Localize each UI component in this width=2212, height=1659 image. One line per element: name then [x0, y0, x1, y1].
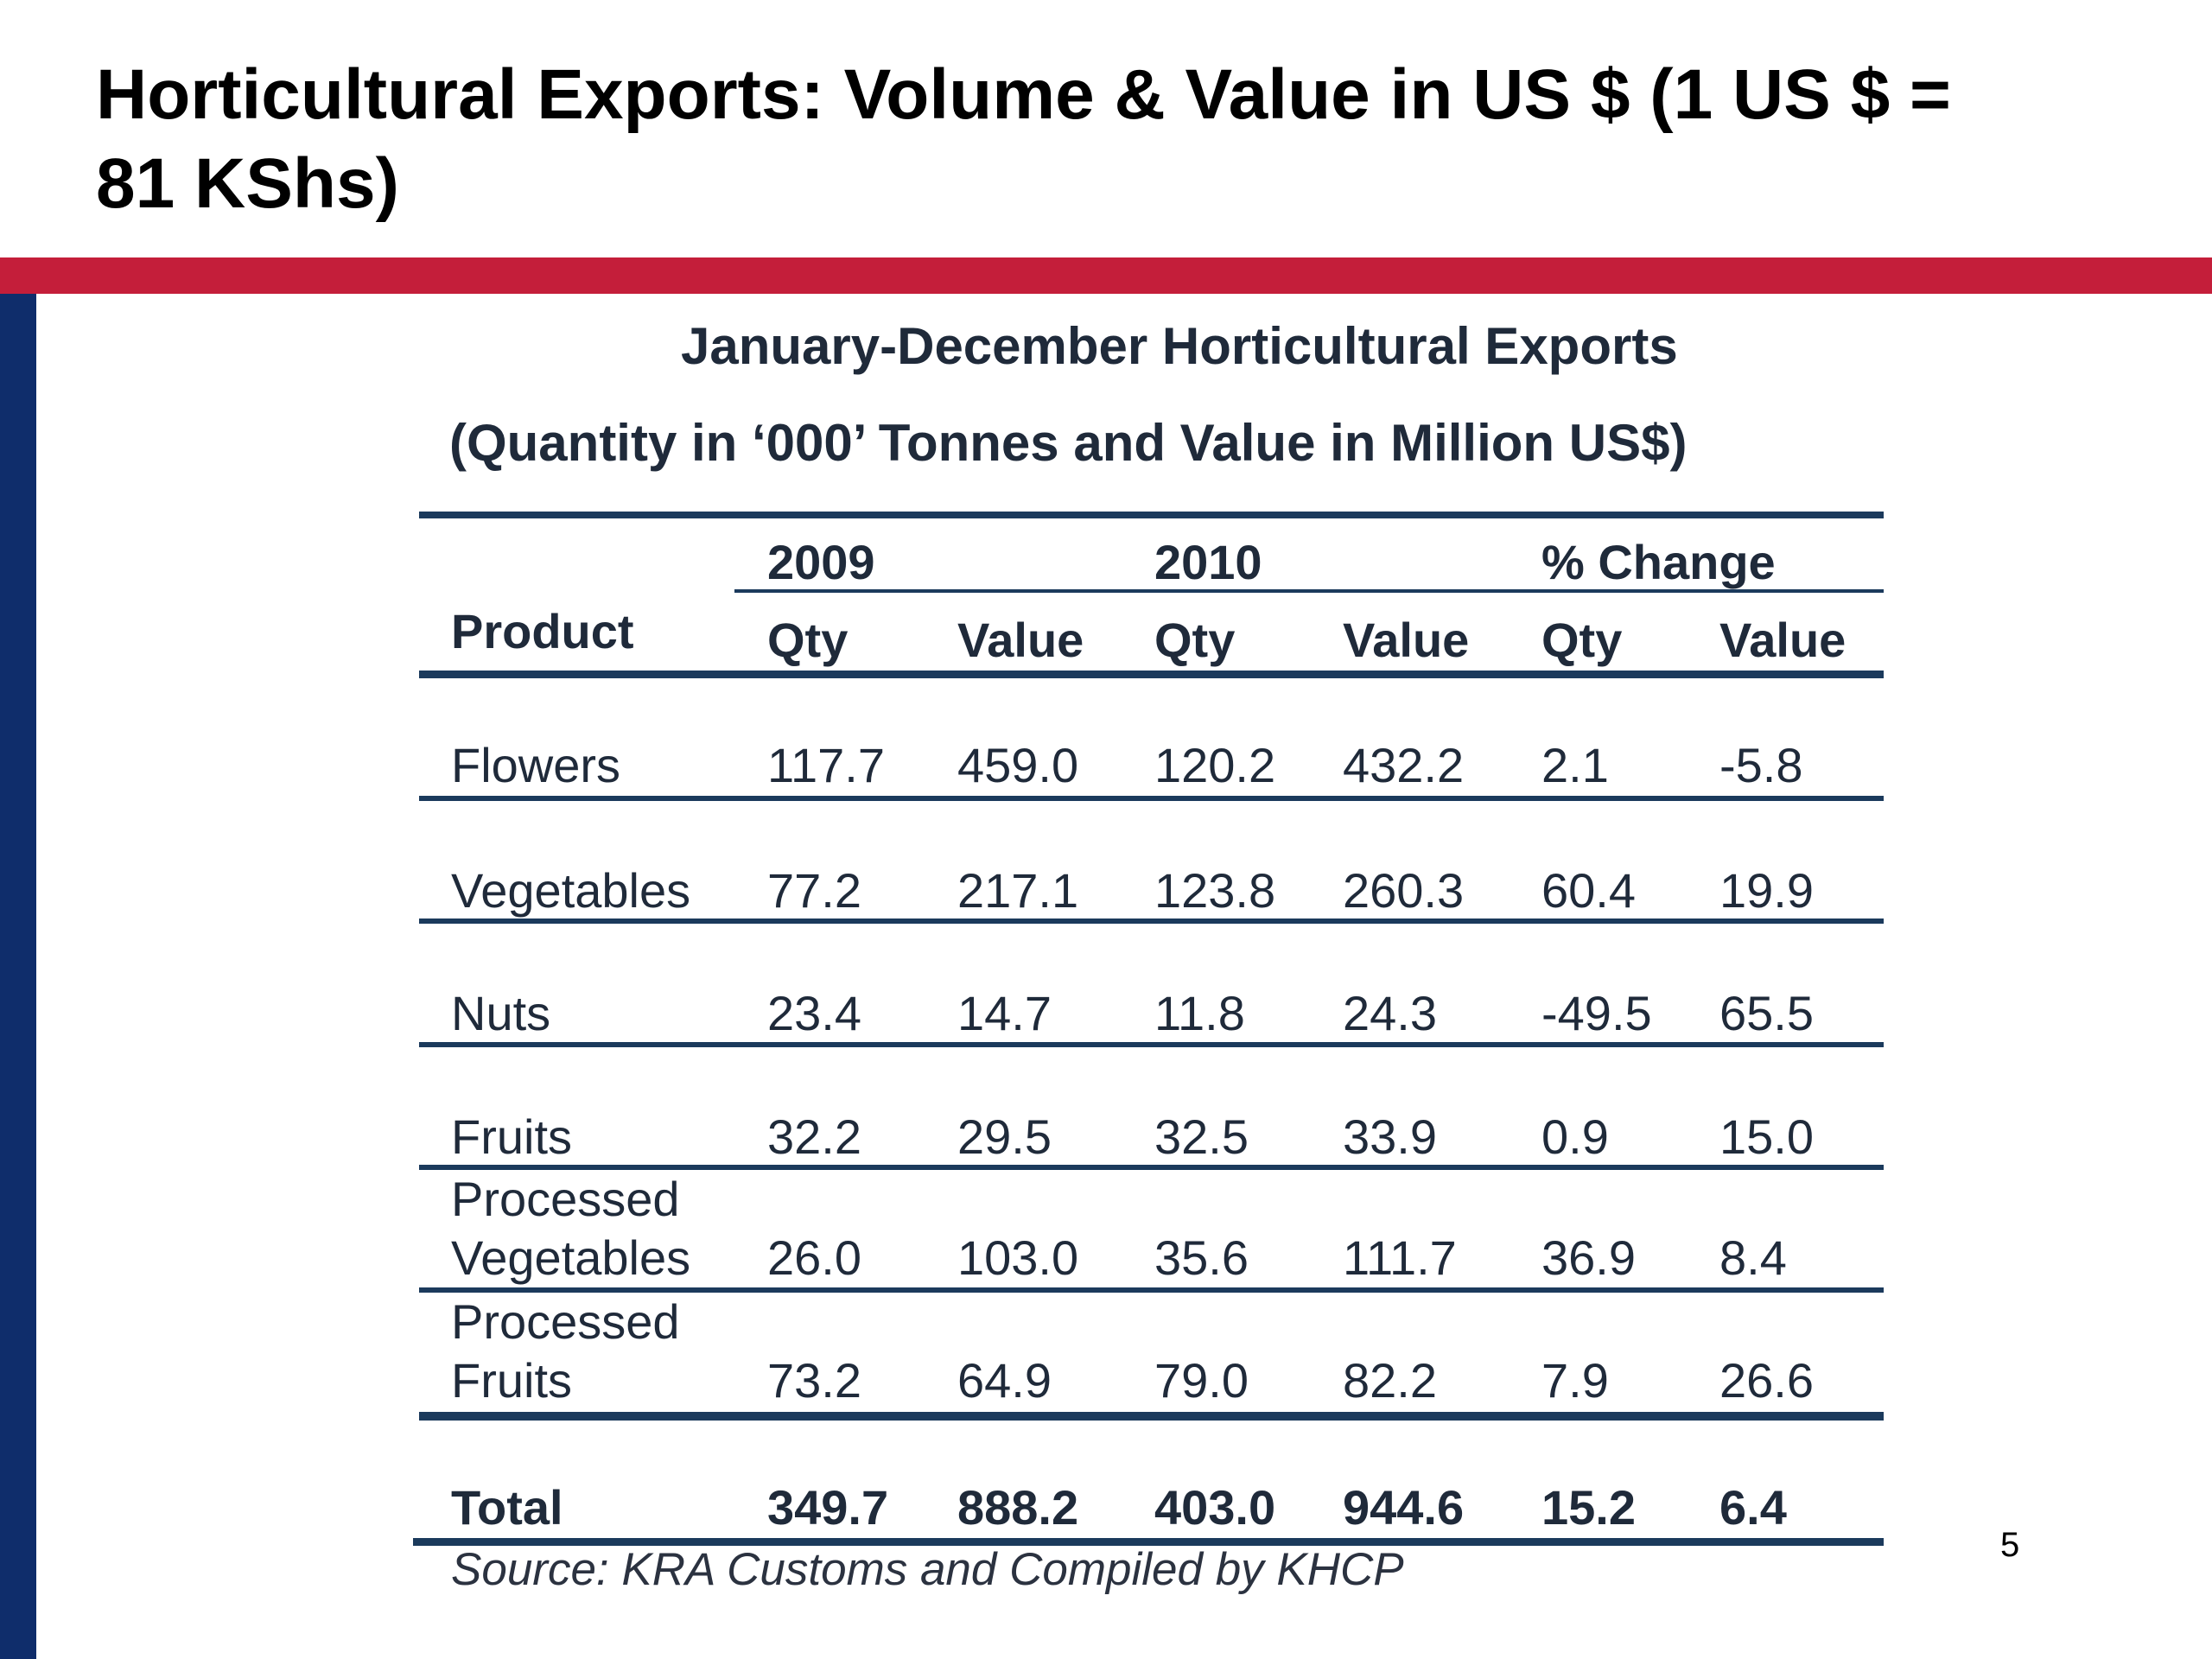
table-bottom-rule [413, 1538, 1884, 1546]
total-value: 403.0 [1154, 1480, 1276, 1535]
row-value: 459.0 [957, 738, 1079, 792]
row-value: -5.8 [1719, 738, 1803, 792]
column-header-2: Value [957, 613, 1084, 667]
total-value: 15.2 [1541, 1480, 1636, 1535]
row-value: 120.2 [1154, 738, 1276, 792]
row-divider [419, 918, 1884, 924]
source-note: Source: KRA Customs and Compiled by KHCP [451, 1544, 1404, 1595]
group-header-2: % Change [1541, 535, 1776, 589]
row-value: 82.2 [1343, 1353, 1437, 1408]
row-value: 60.4 [1541, 863, 1636, 918]
row-value: 15.0 [1719, 1109, 1814, 1164]
row-value: 0.9 [1541, 1109, 1609, 1164]
row-product-name: Vegetables [451, 1230, 691, 1285]
row-value: 32.2 [767, 1109, 861, 1164]
row-value: 79.0 [1154, 1353, 1249, 1408]
table-title: January-December Horticultural Exports [681, 317, 1678, 375]
row-value: 23.4 [767, 986, 861, 1040]
row-value: 35.6 [1154, 1230, 1249, 1285]
row-value: 26.6 [1719, 1353, 1814, 1408]
row-value: 8.4 [1719, 1230, 1787, 1285]
column-header-5: Qty [1541, 613, 1623, 667]
row-divider [419, 1412, 1884, 1421]
row-value: 111.7 [1343, 1230, 1457, 1285]
row-divider [419, 1042, 1884, 1047]
left-accent-bar [0, 294, 36, 1659]
row-value: 64.9 [957, 1353, 1052, 1408]
row-value: 36.9 [1541, 1230, 1636, 1285]
row-value: 65.5 [1719, 986, 1814, 1040]
row-value: 73.2 [767, 1353, 861, 1408]
row-value: 33.9 [1343, 1109, 1437, 1164]
row-value: 432.2 [1343, 738, 1465, 792]
row-value: 14.7 [957, 986, 1052, 1040]
group-header-0: 2009 [767, 535, 875, 589]
row-value: -49.5 [1541, 986, 1652, 1040]
row-product-name: Vegetables [451, 863, 691, 918]
total-value: 6.4 [1719, 1480, 1787, 1535]
row-value: 260.3 [1343, 863, 1465, 918]
group-header-rule [734, 589, 1884, 593]
row-value: 2.1 [1541, 738, 1609, 792]
column-header-3: Qty [1154, 613, 1236, 667]
total-value: 944.6 [1343, 1480, 1465, 1535]
total-label: Total [451, 1480, 563, 1535]
row-value: 117.7 [767, 738, 885, 792]
total-value: 888.2 [957, 1480, 1079, 1535]
row-value: 29.5 [957, 1109, 1052, 1164]
row-product-line1: Processed [451, 1294, 680, 1349]
row-divider [419, 796, 1884, 801]
row-product-name: Nuts [451, 986, 551, 1040]
row-product-name: Flowers [451, 738, 621, 792]
row-value: 123.8 [1154, 863, 1276, 918]
title-divider-band [0, 257, 2212, 294]
page-number: 5 [2000, 1526, 2020, 1564]
row-value: 103.0 [957, 1230, 1079, 1285]
row-product-line1: Processed [451, 1172, 680, 1226]
slide-title: Horticultural Exports: Volume & Value in… [96, 55, 1951, 223]
column-header-product: Product [451, 604, 634, 658]
row-value: 77.2 [767, 863, 861, 918]
row-value: 11.8 [1154, 986, 1245, 1040]
column-header-6: Value [1719, 613, 1847, 667]
total-value: 349.7 [767, 1480, 889, 1535]
row-value: 32.5 [1154, 1109, 1249, 1164]
header-bottom-rule [419, 671, 1884, 678]
row-value: 217.1 [957, 863, 1079, 918]
row-divider [419, 1287, 1884, 1293]
row-value: 7.9 [1541, 1353, 1609, 1408]
column-header-1: Qty [767, 613, 849, 667]
row-product-name: Fruits [451, 1353, 572, 1408]
column-header-4: Value [1343, 613, 1470, 667]
row-product-name: Fruits [451, 1109, 572, 1164]
row-value: 24.3 [1343, 986, 1437, 1040]
row-value: 26.0 [767, 1230, 861, 1285]
group-header-1: 2010 [1154, 535, 1262, 589]
row-value: 19.9 [1719, 863, 1814, 918]
header-top-rule [419, 512, 1884, 518]
row-divider [419, 1165, 1884, 1170]
table-subtitle: (Quantity in ‘000’ Tonnes and Value in M… [449, 414, 1688, 472]
